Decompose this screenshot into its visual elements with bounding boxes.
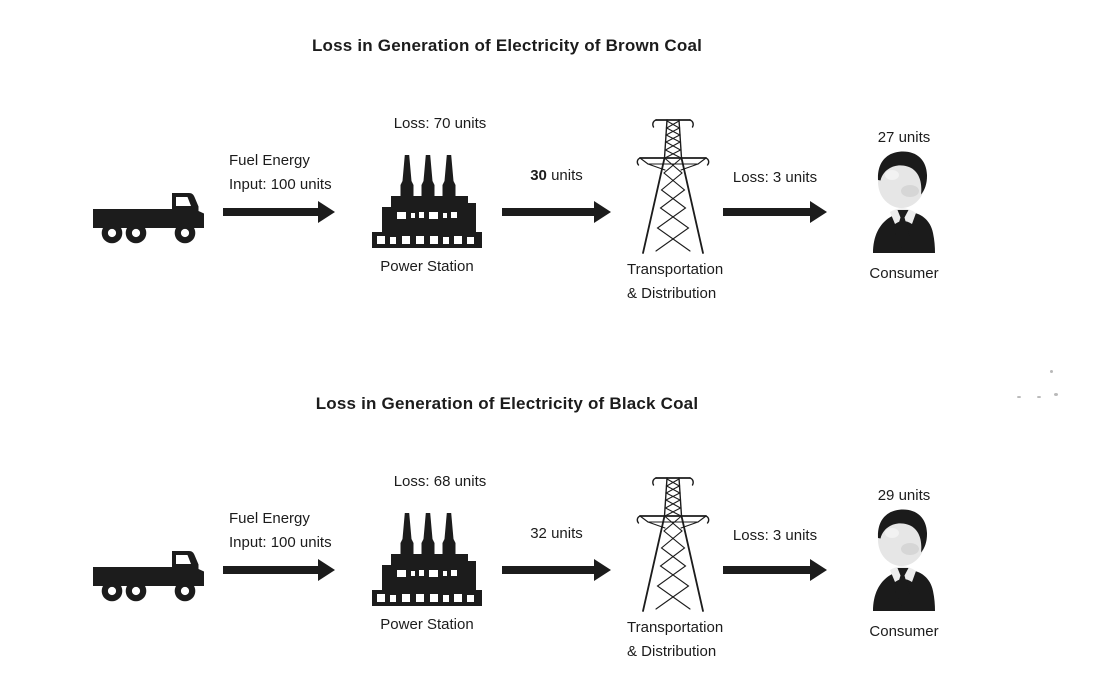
transmitted-units-label: 30 units [502,166,611,185]
distribution-loss-label: Loss: 3 units [732,169,818,186]
consumer-label: Consumer [869,265,939,282]
arrow-right-icon [502,201,611,223]
diagram-black-coal: Loss in Generation of Electricity of Bla… [0,358,1096,694]
diagram-brown-coal: Loss in Generation of Electricity of Bro… [0,0,1096,340]
transmission-label: Transportation & Distribution [627,258,737,305]
truck-icon [93,193,204,244]
fuel-input-line2: Input: 100 units [229,175,332,193]
distribution-loss-label: Loss: 3 units [732,527,818,544]
power-station-group: Loss: 70 units Power Station [361,114,493,275]
station-loss-label: Loss: 68 units [393,473,487,490]
arrow-right-icon [502,559,611,581]
transmitted-energy-flow: 32 units [502,524,611,581]
fuel-input-line1: Fuel Energy [229,152,310,169]
consumer-group: 27 units Consumer [859,128,949,282]
consumer-group: 29 units Consumer [859,486,949,640]
arrow-right-icon [723,559,827,581]
consumer-icon [873,151,935,253]
fuel-input-line2: Input: 100 units [229,533,332,551]
power-station-group: Loss: 68 units Power Station [361,472,493,633]
truck-icon [93,551,204,602]
distribution-loss-flow: Loss: 3 units [723,526,827,581]
consumer-label: Consumer [869,623,939,640]
arrow-right-icon [723,201,827,223]
station-loss-label: Loss: 70 units [393,115,487,132]
arrow-right-icon [223,559,335,581]
transmission-group: Transportation & Distribution [627,113,737,305]
transmission-label-line1: Transportation [627,619,724,636]
scan-speck [1017,396,1021,398]
consumer-units-label: 29 units [877,487,931,504]
fuel-input-label: Fuel Energy Input: 100 units [229,149,332,196]
scan-speck [1037,396,1041,398]
scan-speck [1050,370,1053,373]
transmitted-value: 32 [530,525,547,542]
transmission-label-line1: Transportation [627,261,724,278]
transmission-tower-icon [636,119,710,254]
fuel-input-line1: Fuel Energy [229,510,310,527]
transmitted-energy-flow: 30 units [502,166,611,223]
power-station-icon [372,513,482,606]
distribution-loss-flow: Loss: 3 units [723,168,827,223]
transmission-tower-icon [636,477,710,612]
consumer-icon [873,509,935,611]
station-label: Power Station [380,258,474,275]
transmission-label: Transportation & Distribution [627,616,737,663]
transmission-label-line2: & Distribution [627,284,717,302]
consumer-units-label: 27 units [877,129,931,146]
transmitted-suffix: units [546,167,583,184]
fuel-input-label: Fuel Energy Input: 100 units [229,507,332,554]
diagram-title: Loss in Generation of Electricity of Bla… [315,394,699,413]
transmitted-units-label: 32 units [502,524,611,543]
power-station-icon [372,155,482,248]
transmission-label-line2: & Distribution [627,642,717,660]
transmission-group: Transportation & Distribution [627,471,737,663]
scan-speck [1054,393,1058,396]
arrow-right-icon [223,201,335,223]
station-label: Power Station [380,616,474,633]
transmitted-value: 30 [530,167,547,184]
transmitted-suffix: units [546,525,583,542]
diagram-title: Loss in Generation of Electricity of Bro… [311,36,703,55]
